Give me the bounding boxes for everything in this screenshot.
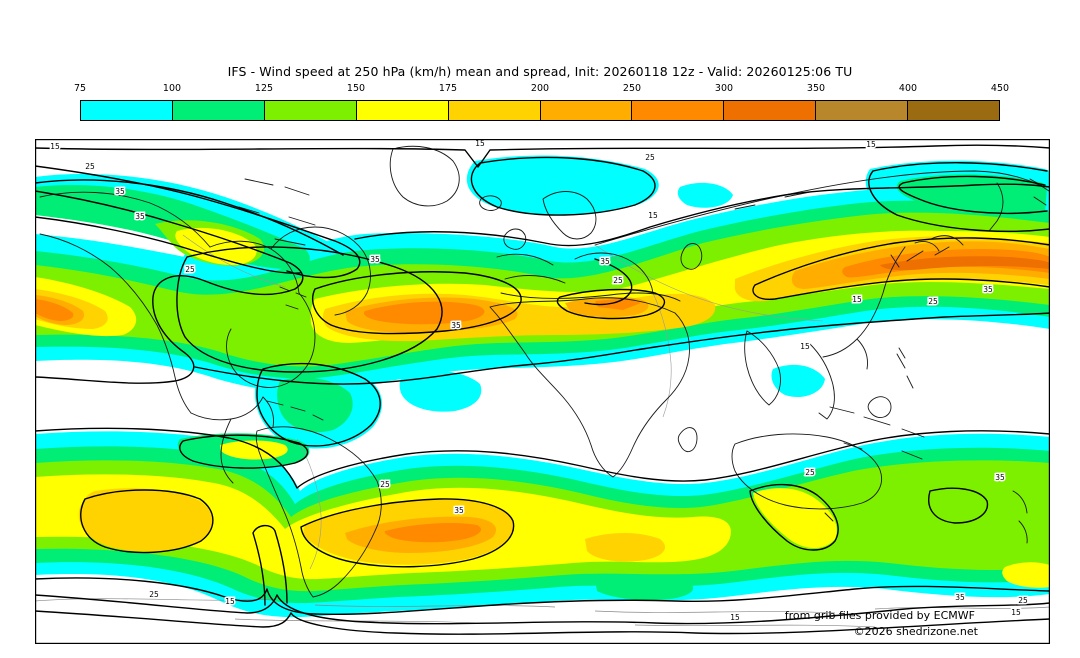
colorbar-cell (264, 101, 357, 120)
colorbar-cell (632, 101, 725, 120)
page-title: IFS - Wind speed at 250 hPa (km/h) mean … (227, 64, 853, 79)
colorbar-cell (81, 101, 173, 120)
contour-label: 25 (645, 153, 655, 162)
contour-label: 15 (225, 597, 235, 606)
colorbar-cell (816, 101, 909, 120)
contour-label: 35 (135, 212, 145, 221)
colorbar-tick: 150 (346, 83, 366, 94)
attribution-copyright: ©2026 shedrizone.net (853, 625, 978, 638)
colorbar-cell (724, 101, 817, 120)
colorbar-tick: 300 (714, 83, 734, 94)
contour-label: 35 (451, 321, 461, 330)
contour-label: 25 (85, 162, 95, 171)
contour-label: 35 (115, 187, 125, 196)
contour-label: 25 (928, 297, 938, 306)
contour-label: 15 (866, 140, 876, 149)
map-frame (35, 139, 1050, 644)
colorbar-tick: 250 (622, 83, 642, 94)
colorbar-tick: 400 (898, 83, 918, 94)
contour-label: 25 (613, 276, 623, 285)
contour-label: 25 (380, 480, 390, 489)
colorbar-cell (540, 101, 633, 120)
contour-label: 25 (1018, 596, 1028, 605)
contour-label: 35 (370, 255, 380, 264)
world-map: 15 25 35 35 25 15 15 15 25 35 35 25 15 25 35 15 35 25 35 25… (35, 139, 1050, 644)
contour-labels: 15 25 35 35 25 15 15 15 25 35 35 25 15 25 35 15 35 25 35 25… (49, 139, 1030, 624)
colorbar-ticks: 75 100 125 150 175 200 250 300 350 400 450 (74, 83, 1009, 97)
coastlines (39, 145, 1050, 598)
contour-label: 25 (185, 265, 195, 274)
contour-label: 15 (800, 342, 810, 351)
colorbar-cell (448, 101, 541, 120)
contour-label: 15 (730, 613, 740, 622)
colorbar-tick: 125 (254, 83, 274, 94)
contour-label: 15 (475, 139, 485, 148)
contour-label: 35 (995, 473, 1005, 482)
contour-label: 35 (600, 257, 610, 266)
colorbar-tick: 75 (73, 83, 87, 94)
colorbar-cell (172, 101, 265, 120)
contour-label: 25 (805, 468, 815, 477)
colorbar-tick: 350 (806, 83, 826, 94)
map-container: 15 25 35 35 25 15 15 15 25 35 35 25 15 25 35 15 35 25 35 25… (35, 139, 1050, 644)
colorbar (80, 100, 1000, 121)
attribution-source: from grib files provided by ECMWF (784, 609, 975, 622)
colorbar-tick: 450 (990, 83, 1010, 94)
contour-label: 25 (149, 590, 159, 599)
contour-label: 15 (852, 295, 862, 304)
contour-label: 15 (50, 142, 60, 151)
contour-label: 35 (454, 506, 464, 515)
colorbar-tick: 100 (162, 83, 182, 94)
colorbar-cell (908, 101, 1000, 120)
contour-label: 15 (1011, 608, 1021, 617)
colorbar-tick: 175 (438, 83, 458, 94)
contour-label: 15 (648, 211, 658, 220)
colorbar-tick: 200 (530, 83, 550, 94)
contour-label: 35 (983, 285, 993, 294)
colorbar-cell (356, 101, 449, 120)
spread-contours (35, 144, 1050, 635)
contour-label: 35 (955, 593, 965, 602)
wind-speed-shading (35, 155, 1050, 618)
